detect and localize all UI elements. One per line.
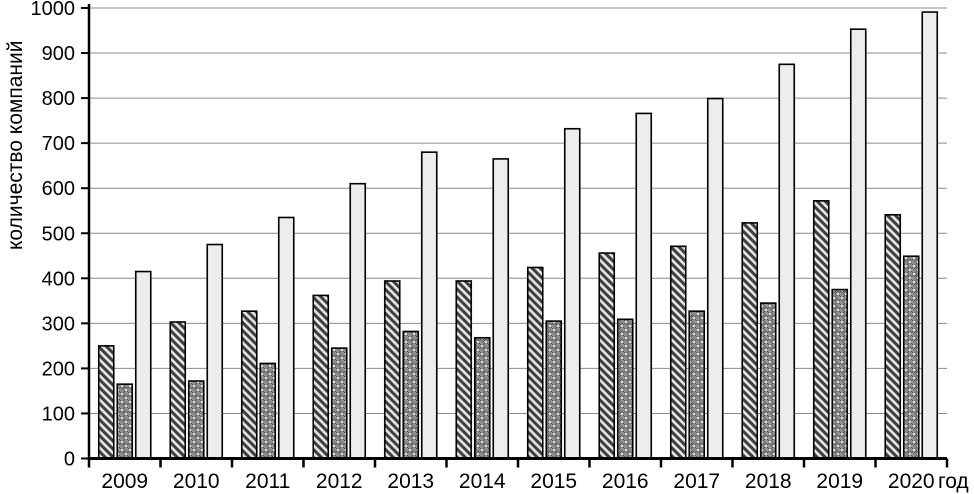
y-tick-label-500: 500	[42, 223, 75, 245]
bar-2019-dotted	[831, 288, 849, 460]
x-tick-label-2012: 2012	[316, 470, 363, 493]
bar-2012-diagonal-hatch	[312, 294, 330, 460]
bar-2020-dotted	[902, 255, 920, 460]
bar-2016-diagonal-hatch	[598, 252, 616, 460]
x-tick-label-2010: 2010	[173, 470, 220, 493]
bar-2020-plain-light	[921, 11, 939, 460]
x-tick-label-2019: 2019	[816, 470, 863, 493]
bar-2009-dotted	[116, 383, 134, 460]
x-tick-label-2009: 2009	[101, 470, 148, 493]
bar-2016-dotted	[616, 318, 634, 460]
bar-2020-diagonal-hatch	[884, 213, 902, 460]
bars	[97, 11, 939, 460]
axes	[81, 4, 949, 468]
bar-2013-dotted	[402, 330, 420, 460]
x-tick-label-2015: 2015	[530, 470, 577, 493]
bar-2019-diagonal-hatch	[812, 200, 830, 460]
x-tick-label-2011: 2011	[245, 470, 290, 493]
bar-2010-diagonal-hatch	[169, 321, 187, 460]
x-tick-label-2017: 2017	[673, 470, 720, 493]
bar-2009-diagonal-hatch	[97, 345, 115, 460]
y-tick-label-600: 600	[42, 178, 75, 200]
bar-2009-plain-light	[134, 270, 152, 460]
bar-2017-dotted	[688, 310, 706, 460]
y-tick-label-800: 800	[42, 88, 75, 110]
gridlines	[89, 7, 947, 414]
bar-2018-diagonal-hatch	[741, 222, 759, 460]
bar-2016-plain-light	[635, 112, 653, 460]
bar-2018-dotted	[759, 302, 777, 460]
y-tick-label-700: 700	[42, 133, 75, 155]
bar-2015-dotted	[545, 320, 563, 460]
bar-2019-plain-light	[849, 28, 867, 460]
bar-2013-plain-light	[420, 151, 438, 460]
x-tick-label-2018: 2018	[745, 470, 792, 493]
bar-2012-dotted	[330, 347, 348, 460]
y-tick-label-400: 400	[42, 268, 75, 290]
x-axis-title: год	[938, 470, 969, 493]
bar-2015-diagonal-hatch	[526, 266, 544, 460]
y-tick-label-1000: 1000	[31, 0, 76, 20]
x-tick-label-2016: 2016	[602, 470, 649, 493]
y-tick-label-300: 300	[42, 313, 75, 335]
y-tick-label-100: 100	[42, 403, 75, 425]
bar-2011-plain-light	[277, 216, 295, 460]
bar-2010-dotted	[187, 380, 205, 460]
bar-2014-diagonal-hatch	[455, 280, 473, 460]
bar-2012-plain-light	[349, 182, 367, 460]
bar-2011-diagonal-hatch	[240, 310, 258, 460]
y-tick-label-200: 200	[42, 358, 75, 380]
bar-2017-plain-light	[706, 97, 724, 460]
y-tick-label-0: 0	[64, 449, 75, 471]
bar-2017-diagonal-hatch	[669, 245, 687, 460]
x-tick-label-2020: 2020	[888, 470, 935, 493]
bar-2013-diagonal-hatch	[383, 280, 401, 460]
bar-2010-plain-light	[206, 243, 224, 460]
bar-2018-plain-light	[778, 63, 796, 460]
x-tick-label-2014: 2014	[459, 470, 506, 493]
bar-2014-dotted	[473, 336, 491, 460]
bar-2014-plain-light	[492, 158, 510, 460]
bar-2011-dotted	[259, 362, 277, 460]
y-tick-label-900: 900	[42, 43, 75, 65]
y-axis-title: количество компаний	[4, 41, 27, 250]
axis-tick-labels: 0 100 200 300 400 500 600 700 800 900 1000 2009 2010…	[31, 0, 935, 493]
bar-2015-plain-light	[563, 127, 581, 460]
x-tick-label-2013: 2013	[387, 470, 434, 493]
